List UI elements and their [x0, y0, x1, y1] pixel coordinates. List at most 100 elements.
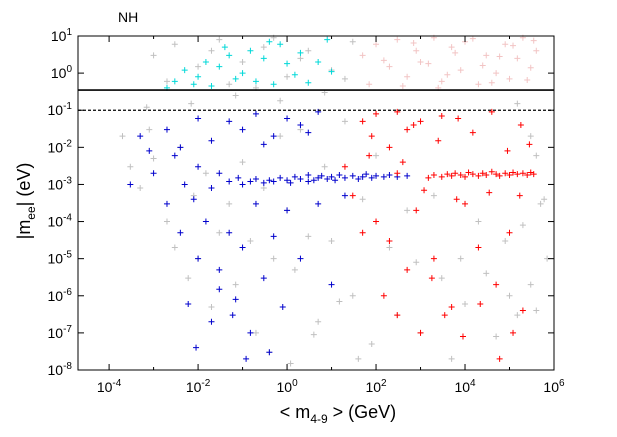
data-point — [171, 41, 178, 48]
data-point — [297, 55, 304, 62]
x-tick-label-base: 10 — [543, 379, 559, 395]
data-point — [297, 255, 304, 262]
data-point — [247, 47, 254, 54]
y-tick-label-base: 10 — [48, 139, 64, 155]
data-point — [137, 133, 144, 140]
data-point — [270, 81, 277, 88]
data-point — [380, 57, 387, 64]
y-tick-label: 10-4 — [48, 213, 73, 230]
y-tick-label: 10-2 — [48, 138, 73, 155]
y-tick-label: 10-5 — [48, 250, 73, 267]
data-point — [341, 163, 348, 170]
data-point — [341, 174, 348, 181]
data-point — [321, 163, 328, 170]
data-point — [459, 333, 466, 340]
y-tick-label-base: 10 — [48, 214, 64, 230]
x-tick-label: 102 — [365, 378, 387, 395]
data-point — [514, 312, 521, 319]
y-tick-label: 10-1 — [48, 101, 73, 118]
data-point — [202, 58, 209, 65]
y-tick-label: 10-6 — [48, 287, 73, 304]
x-axis-title-suffix: > (GeV) — [328, 402, 397, 422]
data-point — [208, 185, 215, 192]
x-tick-label-exp: 4 — [470, 378, 476, 389]
y-tick-label-base: 10 — [48, 251, 64, 267]
data-point — [195, 255, 202, 262]
data-point — [349, 192, 356, 199]
data-point — [452, 170, 459, 177]
points-layer — [119, 34, 551, 367]
data-point — [226, 81, 233, 88]
data-point — [150, 155, 157, 162]
x-axis-title-subscript: 4-9 — [310, 412, 328, 426]
data-point — [373, 172, 380, 179]
data-point — [519, 307, 526, 314]
data-point — [452, 49, 459, 56]
data-point — [287, 179, 294, 186]
data-point — [506, 292, 513, 299]
data-point — [404, 172, 411, 179]
data-point — [150, 52, 157, 59]
data-point — [380, 292, 387, 299]
data-point — [226, 178, 233, 185]
data-point — [208, 137, 215, 144]
data-point — [310, 331, 317, 338]
data-point — [260, 55, 267, 62]
data-point — [305, 79, 312, 86]
data-point — [232, 296, 239, 303]
data-point — [208, 47, 215, 54]
x-axis-title-prefix: < m — [280, 402, 311, 422]
data-point — [502, 170, 509, 177]
data-point — [438, 275, 445, 282]
data-point — [195, 73, 202, 80]
data-point — [297, 121, 304, 128]
data-point — [417, 58, 424, 65]
data-point — [510, 42, 517, 49]
data-point — [475, 244, 482, 251]
data-point — [533, 47, 540, 54]
data-point — [465, 169, 472, 176]
data-point — [457, 171, 464, 178]
data-point — [504, 147, 511, 154]
data-point — [444, 171, 451, 178]
data-point — [527, 64, 534, 71]
data-point — [243, 355, 250, 362]
data-point — [336, 298, 343, 305]
data-point — [226, 229, 233, 236]
data-point — [373, 218, 380, 225]
data-point — [185, 301, 192, 308]
data-point — [119, 133, 126, 140]
data-point — [373, 41, 380, 48]
data-point — [410, 121, 417, 128]
data-point — [328, 281, 335, 288]
data-point — [483, 171, 490, 178]
data-point — [336, 171, 343, 178]
data-point — [341, 75, 348, 82]
data-point — [239, 58, 246, 65]
data-point — [239, 244, 246, 251]
data-point — [417, 118, 424, 125]
data-point — [171, 152, 178, 159]
data-point — [502, 237, 509, 244]
y-tick-label: 101 — [51, 27, 73, 44]
data-point — [195, 115, 202, 122]
data-point — [435, 137, 442, 144]
data-point — [221, 44, 228, 51]
data-point — [399, 82, 406, 89]
data-point — [488, 79, 495, 86]
data-point — [506, 75, 513, 82]
y-tick-label-exp: -6 — [63, 287, 72, 298]
data-point — [260, 275, 267, 282]
data-point — [195, 63, 202, 70]
data-point — [260, 44, 267, 51]
data-point — [349, 38, 356, 45]
data-point — [216, 229, 223, 236]
x-axis-ticks: 10-4 10-2 100 102 104 106 — [97, 36, 565, 395]
data-point — [488, 168, 495, 175]
y-tick-label-base: 10 — [51, 28, 67, 44]
data-point — [247, 237, 254, 244]
data-point — [216, 36, 223, 43]
data-point — [305, 233, 312, 240]
data-point — [216, 286, 223, 293]
y-tick-label-exp: -8 — [63, 361, 72, 372]
